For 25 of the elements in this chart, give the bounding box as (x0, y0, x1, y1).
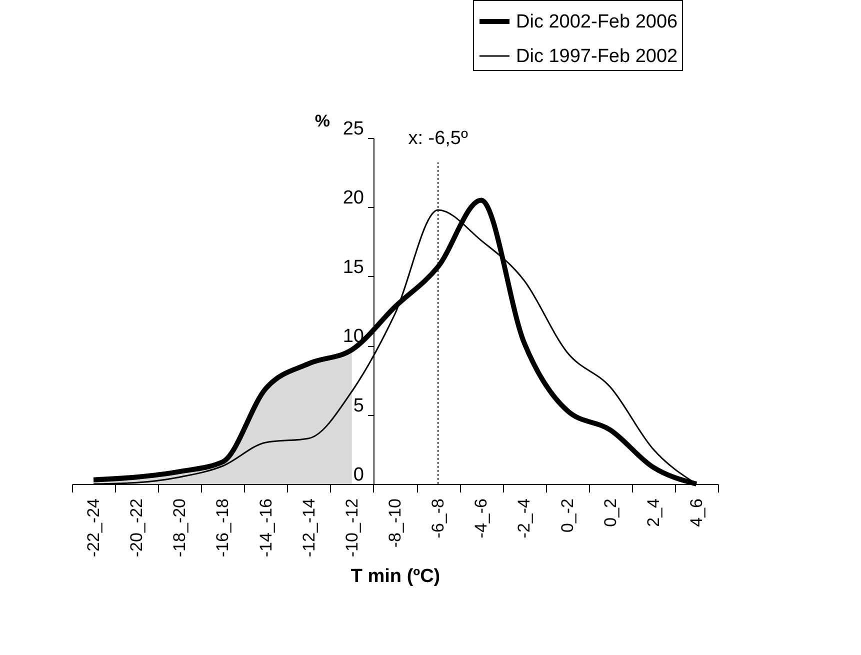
x-tick-label: -18_-20 (170, 498, 190, 558)
y-tick-label: 25 (342, 118, 364, 140)
y-tick-label: 15 (342, 256, 364, 278)
x-tick-label: -20_-22 (127, 498, 146, 558)
y-tick-label: 5 (353, 395, 364, 416)
ref-line-label: x: -6,5º (408, 128, 468, 150)
x-tick-label: -12_-14 (299, 498, 318, 558)
y-tick-label: 20 (342, 188, 364, 209)
y-tick-label: 0 (353, 464, 364, 486)
x-tick-label: 0_-2 (558, 498, 577, 533)
legend-label: Dic 1997-Feb 2002 (516, 46, 678, 67)
x-tick-label: -6_-8 (428, 498, 448, 538)
legend-label: Dic 2002-Feb 2006 (516, 12, 678, 32)
x-tick-label: -22_-24 (84, 498, 104, 558)
x-tick-label: 0_2 (600, 498, 620, 527)
y-axis-title: % (314, 112, 330, 130)
x-tick-label: -14_-16 (256, 498, 276, 558)
x-tick-label: -10_-12 (342, 498, 362, 558)
x-tick-label: -16_-18 (213, 498, 232, 558)
x-axis-title: T min (ºC) (350, 566, 440, 588)
x-tick-label: -8_-10 (386, 498, 404, 548)
x-tick-label: -2_-4 (514, 498, 534, 538)
x-tick-label: 4_6 (686, 498, 706, 527)
x-tick-label: -4_-6 (472, 498, 491, 538)
x-tick-label: 2_4 (644, 498, 663, 527)
